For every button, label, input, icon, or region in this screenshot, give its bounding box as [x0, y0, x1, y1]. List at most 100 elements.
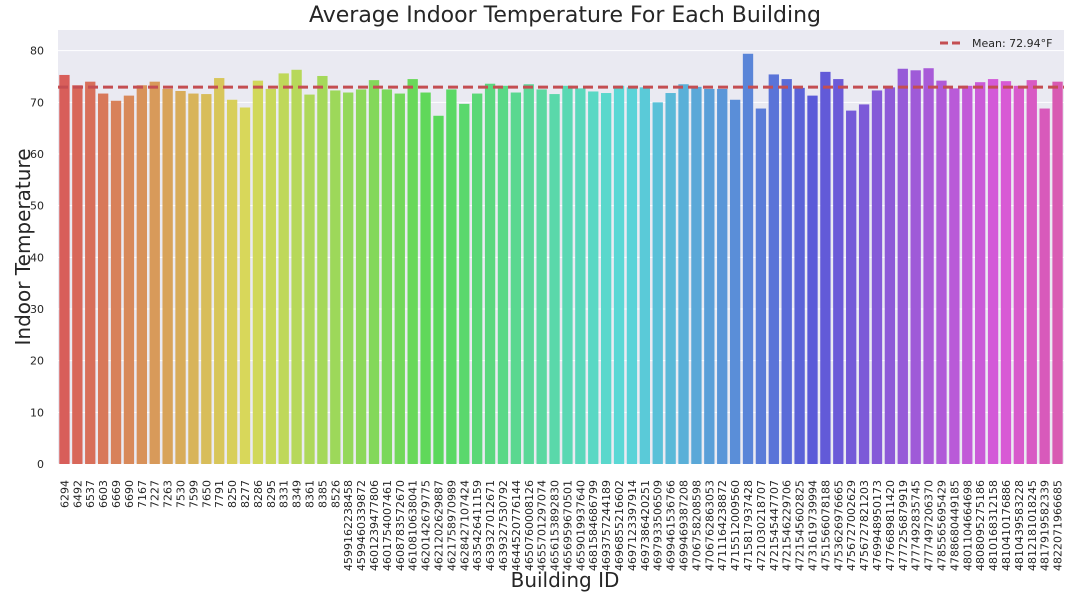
x-tick-label: 8250 — [226, 480, 239, 508]
bar — [549, 94, 560, 464]
bar — [987, 79, 999, 464]
legend-label: Mean: 72.94°F — [972, 37, 1053, 50]
x-tick-label: 4812181018245 — [1026, 480, 1039, 571]
x-tick-label: 4808095275186 — [974, 480, 987, 571]
bar — [871, 90, 883, 464]
bar — [613, 85, 625, 465]
x-tick-label: 4810168312158 — [987, 480, 1000, 571]
x-tick-label: 7227 — [149, 480, 162, 508]
x-tick-label: 4697933506509 — [652, 480, 665, 571]
bar — [484, 83, 496, 464]
bar — [691, 86, 702, 464]
x-axis-title: Building ID — [511, 568, 620, 592]
x-tick-label: 8349 — [291, 480, 304, 508]
bar — [975, 82, 986, 465]
bar — [59, 74, 70, 464]
x-tick-label: 6294 — [58, 480, 71, 508]
x-tick-label: 8277 — [239, 480, 252, 508]
bar — [962, 85, 973, 465]
bar — [846, 110, 857, 464]
x-tick-label: 4599162238458 — [342, 480, 355, 571]
y-tick-label: 10 — [30, 406, 44, 419]
x-tick-label: 4655701297074 — [536, 480, 549, 571]
x-tick-label: 4610810638041 — [407, 480, 420, 571]
x-tick-label: 6669 — [110, 480, 123, 508]
bar — [1013, 85, 1025, 465]
y-tick-label: 50 — [30, 200, 44, 213]
bar — [678, 84, 689, 464]
x-tick-label: 4756727821203 — [858, 480, 871, 571]
y-tick-label: 40 — [30, 251, 44, 264]
bar — [665, 93, 676, 464]
bar — [639, 87, 650, 464]
bar — [910, 70, 921, 465]
bar — [497, 85, 509, 465]
x-tick-label: 4599460339872 — [355, 480, 368, 571]
x-tick-label: 4777256879919 — [897, 480, 910, 571]
x-tick-label: 4628427107424 — [458, 480, 471, 571]
bar — [433, 115, 444, 465]
x-tick-label: 4810410176886 — [1000, 480, 1013, 571]
bar — [897, 68, 908, 464]
bar — [110, 100, 122, 464]
bar — [794, 87, 805, 465]
x-tick-label: 4721545447707 — [768, 480, 781, 571]
bar — [368, 80, 380, 465]
x-tick-label: 4639327012671 — [484, 480, 497, 571]
bar — [175, 90, 186, 464]
x-tick-label: 4697386420251 — [639, 480, 652, 571]
bar — [291, 69, 302, 464]
bar — [729, 99, 741, 464]
y-tick-labels: 0 10 20 30 40 50 60 70 80 — [30, 45, 44, 471]
bar — [317, 75, 328, 464]
x-tick-label: 6603 — [97, 480, 110, 508]
bar — [459, 103, 470, 464]
x-tick-label: 4776689811420 — [884, 480, 897, 571]
bar — [923, 68, 934, 464]
x-tick-label: 4777492835745 — [910, 480, 923, 571]
bar — [949, 88, 960, 464]
bar — [304, 94, 315, 464]
y-tick-label: 80 — [30, 45, 44, 58]
x-tick-label: 6537 — [84, 480, 97, 508]
x-tick-label: 4650760008126 — [523, 480, 536, 571]
x-tick-label: 4711164238872 — [716, 480, 729, 571]
bar — [214, 78, 225, 465]
bar — [162, 88, 173, 465]
x-tick-label: 4721546229706 — [781, 480, 794, 571]
bar — [1052, 81, 1063, 465]
bar — [381, 89, 393, 465]
x-tick-label: 4656153892830 — [549, 480, 562, 571]
y-tick-label: 30 — [30, 303, 44, 316]
x-tick-label: 7263 — [162, 480, 175, 508]
bar — [136, 85, 147, 464]
bar — [833, 79, 844, 464]
bar — [704, 88, 715, 465]
bar — [626, 87, 638, 464]
bar — [188, 93, 199, 465]
bar — [600, 93, 612, 464]
x-tick-label: 8286 — [252, 480, 265, 508]
x-tick-label: 8295 — [265, 480, 278, 508]
bar — [1000, 81, 1012, 465]
x-tick-label: 4608783572670 — [394, 480, 407, 571]
bar — [858, 104, 870, 465]
x-tick-label: 4810439583228 — [1013, 480, 1026, 571]
x-tick-label: 8526 — [329, 480, 342, 508]
x-tick-label: 4621758970989 — [445, 480, 458, 571]
bar — [226, 99, 238, 464]
bar — [807, 95, 818, 465]
bar — [536, 89, 547, 465]
x-tick-label: 4731619739994 — [807, 480, 820, 571]
x-tick-label: 4659019937640 — [574, 480, 587, 571]
bar — [201, 94, 212, 464]
x-tick-label: 4601239477806 — [368, 480, 381, 571]
x-tick-label: 4693757244189 — [600, 480, 613, 571]
x-tick-label: 7650 — [200, 480, 213, 508]
x-tick-label: 6492 — [71, 480, 84, 508]
y-tick-label: 0 — [37, 458, 44, 471]
x-tick-label: 7599 — [187, 480, 200, 508]
bar — [123, 95, 135, 465]
x-tick-label: 8385 — [316, 480, 329, 508]
